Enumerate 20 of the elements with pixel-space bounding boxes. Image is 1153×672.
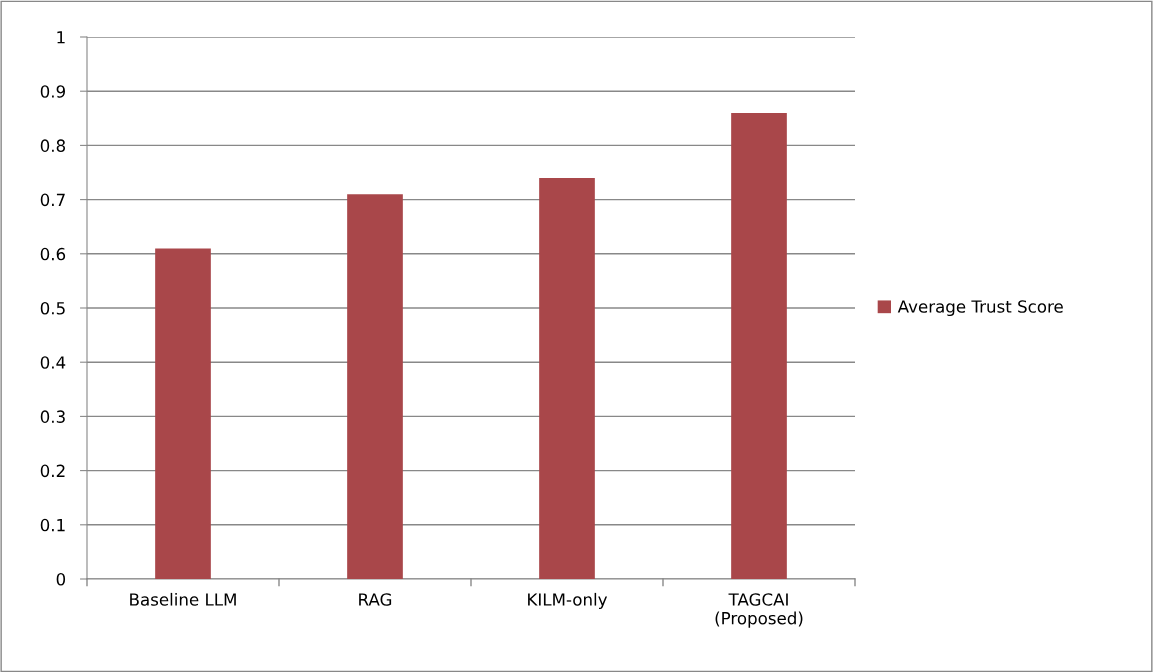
y-tick-label: 0.3 <box>40 410 65 423</box>
y-tick-label: 0.6 <box>40 247 66 261</box>
legend-label: Average Trust Score <box>897 300 1063 317</box>
x-tick-label: Baseline LLM <box>130 592 236 606</box>
bar <box>539 177 595 579</box>
y-tick-label: 0.2 <box>40 464 65 478</box>
y-tick-label: 0.7 <box>40 193 65 207</box>
bar <box>347 194 403 579</box>
y-tick-label: 1 <box>57 31 65 44</box>
x-tick-label: KILM-only <box>528 592 608 610</box>
x-tick-label: RAG <box>359 593 392 606</box>
y-tick-label: 0.9 <box>40 85 65 98</box>
y-tick-label: 0.4 <box>40 356 66 369</box>
bar <box>731 112 787 579</box>
y-tick-label: 0.8 <box>40 139 66 152</box>
bar <box>155 248 211 579</box>
y-tick-label: 0.1 <box>40 518 65 532</box>
x-tick-label: TAGCAI (Proposed) <box>715 593 803 628</box>
y-tick-label: 0 <box>56 572 66 586</box>
y-tick-label: 0.5 <box>40 301 65 315</box>
